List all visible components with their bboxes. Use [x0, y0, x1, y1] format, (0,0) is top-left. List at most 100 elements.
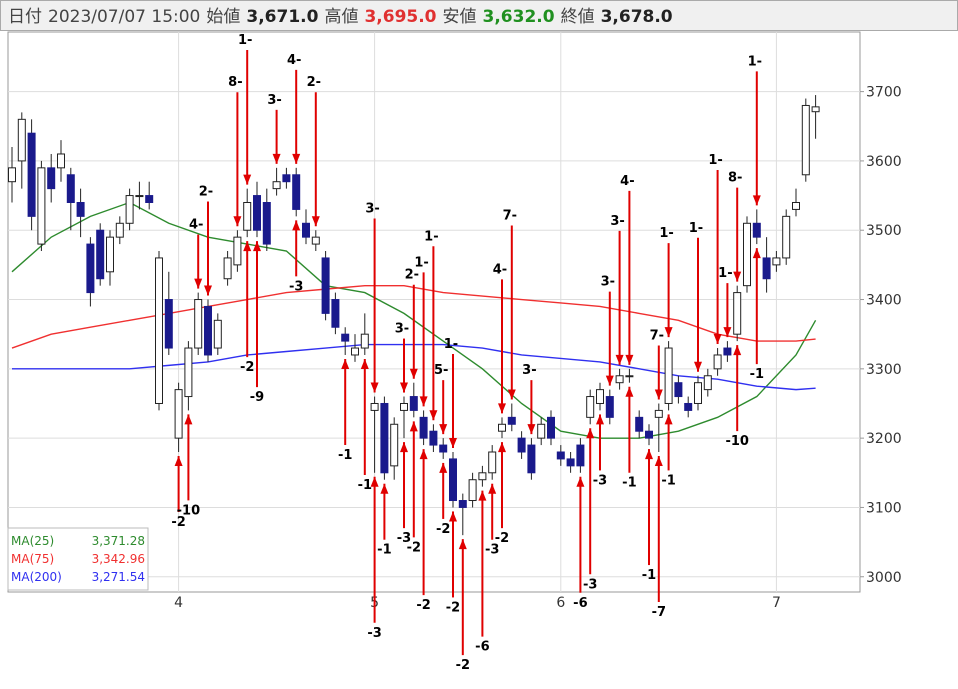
arrow-head [341, 358, 350, 369]
y-tick-label: 3400 [866, 293, 902, 309]
arrow-head [586, 428, 595, 439]
candle-body [664, 347, 673, 404]
header-bar [0, 0, 958, 31]
arrow-head [439, 424, 448, 435]
candle-body [37, 167, 46, 245]
sell-label: 1- [444, 337, 458, 352]
candle-body [213, 319, 222, 349]
arrow-head [243, 174, 252, 185]
legend-box [7, 527, 149, 591]
buy-label: -2 [240, 360, 254, 375]
buy-label: -3 [367, 626, 381, 641]
buy-label: -2 [446, 600, 460, 615]
arrow-head [292, 153, 301, 164]
candle-body [498, 423, 506, 432]
x-tick-label: 4 [174, 595, 183, 611]
buy-label: -6 [475, 640, 489, 655]
buy-label: -1 [750, 367, 764, 382]
buy-label: -3 [485, 543, 499, 558]
header-text: 3,632.0 [483, 7, 555, 27]
candle-body [409, 396, 418, 411]
sell-label: 4- [493, 262, 507, 277]
arrow-head [507, 389, 516, 400]
candle-body [674, 382, 683, 398]
sell-label: 1- [659, 226, 673, 241]
sell-label: 3- [522, 363, 536, 378]
sell-label: 3- [395, 322, 409, 337]
arrow-head [194, 278, 203, 289]
arrow-head [645, 449, 653, 460]
candle-body [566, 458, 575, 467]
candle-body [694, 382, 702, 404]
candle-body [811, 106, 820, 113]
legend-name: MA(75) [11, 552, 54, 566]
candle-body [341, 333, 350, 342]
legend-value: 3,371.28 [92, 534, 145, 548]
sell-label: 4- [287, 53, 301, 68]
candle-body [233, 236, 242, 266]
candle-body [17, 118, 26, 162]
y-tick-label: 3500 [866, 223, 902, 239]
y-tick-label: 3300 [866, 362, 902, 378]
candle-body [125, 195, 134, 224]
sell-label: 3- [610, 214, 624, 229]
y-tick-label: 3600 [866, 154, 902, 170]
arrow-head [723, 327, 732, 338]
arrow-head [253, 241, 261, 252]
arrow-head [733, 271, 742, 282]
candle-body [468, 479, 477, 502]
buy-label: -7 [652, 605, 666, 620]
sell-label: 1- [414, 255, 428, 270]
candle-body [302, 222, 310, 238]
candle-body [752, 222, 761, 238]
candle-body [723, 347, 732, 356]
sell-label: 3- [267, 93, 281, 108]
arrow-head [752, 248, 761, 259]
sell-label: 1- [748, 54, 762, 69]
arrow-head [654, 456, 663, 466]
arrow-head [498, 403, 506, 414]
candle-body [86, 243, 95, 294]
header-text: 終値 [561, 7, 595, 27]
arrow-head [449, 511, 457, 522]
arrow-head [409, 368, 418, 379]
buy-label: -6 [573, 596, 587, 611]
candle-body [605, 396, 614, 418]
arrow-head [429, 410, 438, 421]
y-tick-label: 3100 [866, 500, 902, 516]
candle-body [27, 132, 36, 217]
candle-body [351, 347, 359, 356]
arrow-head [664, 327, 673, 338]
arrow-head [625, 354, 634, 365]
sell-label: 4- [620, 174, 634, 189]
arrow-head [243, 241, 252, 252]
candle-body [782, 215, 791, 259]
buy-label: -10 [177, 503, 201, 518]
buy-label: -1 [377, 543, 391, 558]
candle-body [106, 236, 114, 273]
candle-body [449, 458, 457, 502]
candle-body [576, 444, 585, 467]
candle-body [801, 104, 810, 176]
y-tick-label: 3200 [866, 431, 902, 447]
candle-body [596, 389, 604, 404]
candle-body [684, 402, 693, 411]
candle-body [243, 201, 252, 231]
sell-label: 2- [405, 268, 419, 283]
candle-body [253, 195, 261, 231]
sell-label: 2- [307, 75, 321, 90]
candle-body [47, 167, 56, 190]
header-text: 日付 [8, 7, 42, 27]
arrow-head [576, 476, 585, 487]
header-text: 3,695.0 [364, 7, 436, 27]
arrow-head [449, 438, 457, 448]
candle-body [370, 402, 379, 411]
candle-body [223, 257, 232, 280]
header-text: 3,671.0 [246, 7, 318, 27]
buy-label: -1 [338, 448, 352, 463]
arrow-head [694, 361, 702, 372]
candle-body [537, 423, 546, 439]
sell-label: 3- [601, 275, 615, 290]
sell-label: 3- [365, 202, 379, 217]
candle-body [772, 257, 781, 266]
